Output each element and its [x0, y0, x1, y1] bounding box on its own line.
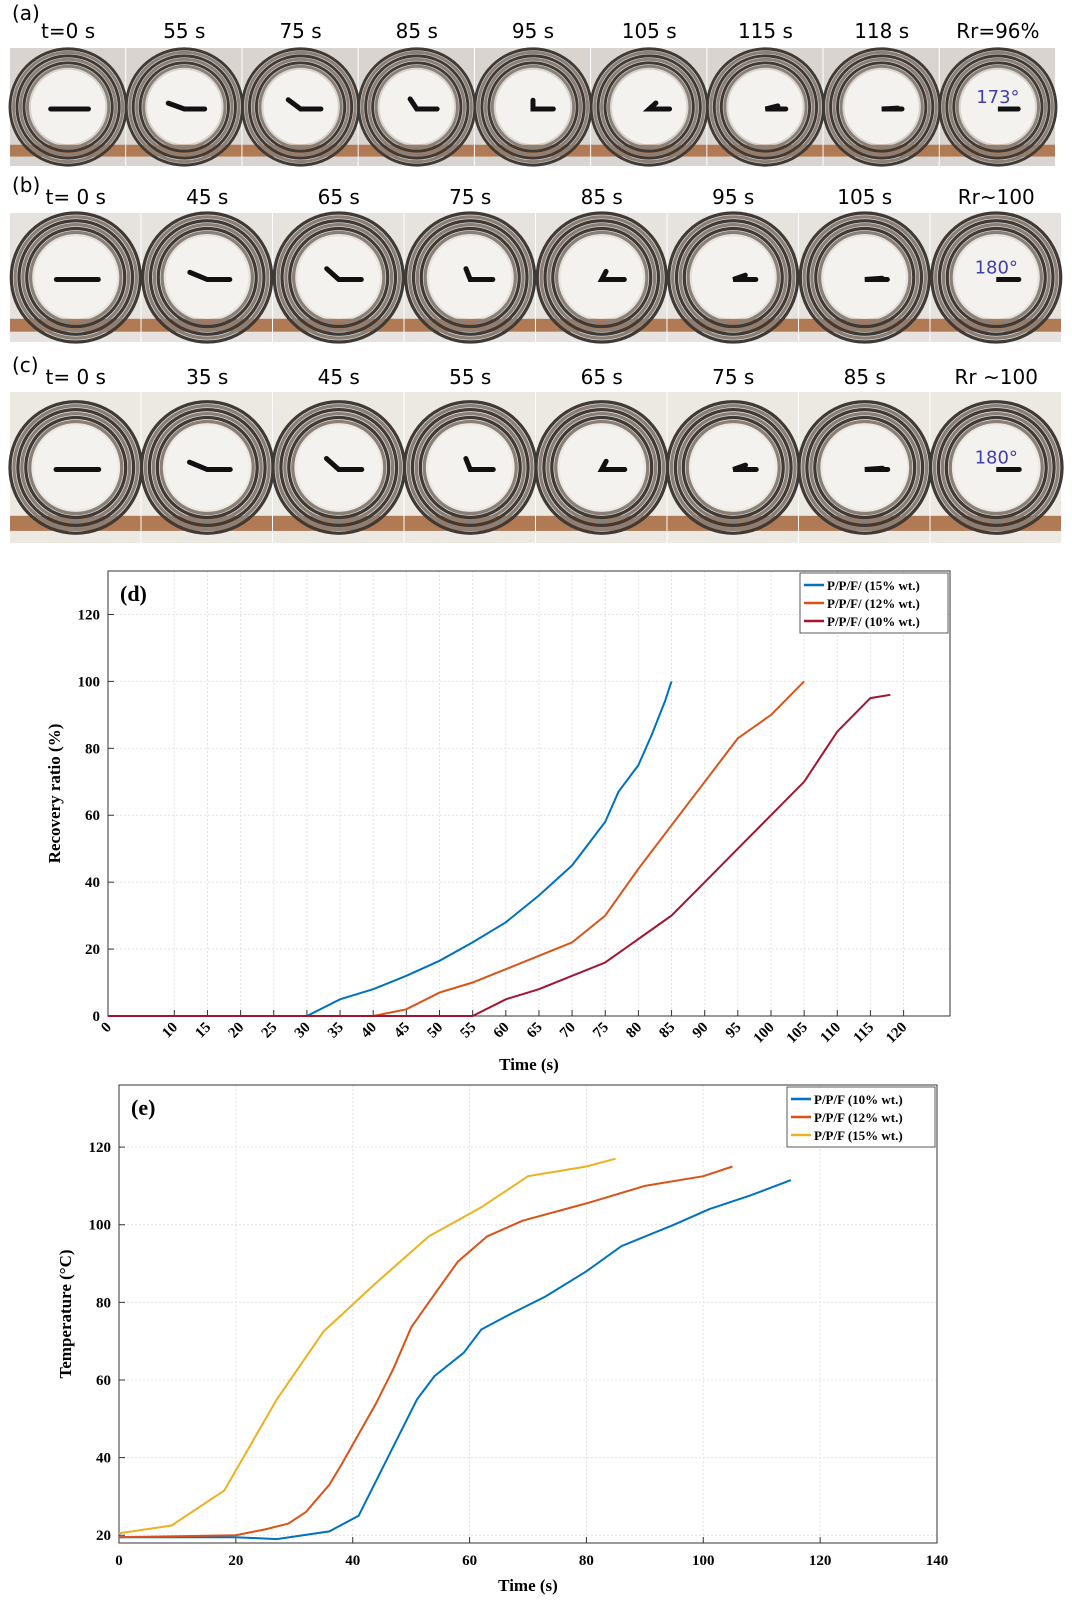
x-tick-label: 120: [809, 1553, 832, 1569]
panel-label: (c): [12, 353, 39, 377]
x-tick-label: 15: [192, 1020, 214, 1042]
data-line: [108, 681, 672, 1016]
data-line: [108, 695, 890, 1016]
panel-annotation: (d): [120, 581, 147, 606]
x-tick-label: 75: [590, 1020, 612, 1042]
time-label: 75 s: [712, 365, 754, 389]
x-tick-label: 10: [159, 1020, 181, 1042]
x-tick-label: 40: [358, 1020, 380, 1042]
figure: (a)t=0 s 55 s 75 s 85 s 95 s 105 s 115 s 118 s R…: [0, 0, 1072, 1608]
x-tick-label: 95: [723, 1020, 745, 1042]
panel-label: (a): [12, 1, 40, 25]
time-label: 45 s: [186, 185, 228, 209]
x-tick-label: 85: [656, 1020, 678, 1042]
time-label: 65 s: [318, 185, 360, 209]
x-tick-label: 55: [458, 1020, 480, 1042]
x-tick-label: 115: [851, 1020, 878, 1047]
panel-label: (b): [12, 173, 40, 197]
time-label: t=0 s: [41, 19, 95, 43]
panel-annotation: (e): [131, 1095, 155, 1120]
legend-label: P/P/F/ (10% wt.): [827, 614, 920, 629]
plot-frame: [119, 1085, 937, 1543]
page: (a)t=0 s 55 s 75 s 85 s 95 s 105 s 115 s 118 s R…: [0, 0, 1072, 1608]
x-tick-label: 110: [817, 1020, 844, 1047]
time-label: 75 s: [279, 19, 321, 43]
x-tick-label: 25: [259, 1020, 281, 1042]
time-label: Rr=96%: [956, 19, 1039, 43]
legend-label: P/P/F (10% wt.): [814, 1092, 903, 1107]
time-label: 105 s: [622, 19, 677, 43]
time-label: 75 s: [449, 185, 491, 209]
x-axis-label: Time (s): [498, 1576, 558, 1595]
data-line: [119, 1180, 791, 1539]
y-tick-label: 80: [96, 1295, 111, 1311]
time-label: 95 s: [512, 19, 554, 43]
y-tick-label: 40: [96, 1451, 111, 1467]
y-tick-label: 100: [89, 1218, 112, 1234]
legend-label: P/P/F/ (12% wt.): [827, 596, 920, 611]
x-tick-label: 0: [115, 1553, 123, 1569]
time-label: t= 0 s: [46, 365, 106, 389]
time-label: 55 s: [163, 19, 205, 43]
angle-label: 173°: [976, 87, 1019, 108]
time-label: 118 s: [854, 19, 909, 43]
y-tick-label: 20: [85, 942, 100, 958]
y-tick-label: 120: [89, 1140, 112, 1156]
x-tick-label: 120: [883, 1020, 910, 1047]
time-label: Rr ~100: [955, 365, 1038, 389]
legend-label: P/P/F (12% wt.): [814, 1110, 903, 1125]
x-tick-label: 80: [623, 1020, 645, 1042]
y-axis-label: Recovery ratio (%): [45, 724, 64, 864]
sample-strip: [865, 278, 888, 279]
angle-label: 180°: [975, 258, 1018, 279]
y-tick-label: 40: [85, 875, 100, 891]
legend-label: P/P/F/ (15% wt.): [827, 578, 920, 593]
time-label: 35 s: [186, 365, 228, 389]
x-tick-label: 100: [692, 1553, 715, 1569]
x-tick-label: 140: [926, 1553, 949, 1569]
y-axis-label: Temperature (°C): [56, 1249, 75, 1378]
x-tick-label: 100: [751, 1020, 778, 1047]
x-tick-label: 0: [98, 1020, 115, 1037]
y-tick-label: 120: [78, 607, 101, 623]
x-tick-label: 20: [226, 1020, 248, 1042]
x-tick-label: 40: [345, 1553, 360, 1569]
y-tick-label: 100: [78, 674, 101, 690]
x-tick-label: 70: [557, 1020, 579, 1042]
y-tick-label: 80: [85, 741, 100, 757]
y-tick-label: 60: [96, 1373, 111, 1389]
sample-strip: [865, 468, 888, 469]
time-label: 45 s: [318, 365, 360, 389]
time-label: 85 s: [396, 19, 438, 43]
y-tick-label: 60: [85, 808, 100, 824]
y-tick-label: 0: [93, 1009, 101, 1025]
x-tick-label: 60: [462, 1553, 477, 1569]
time-label: 95 s: [712, 185, 754, 209]
time-label: 65 s: [581, 365, 623, 389]
data-line: [108, 681, 804, 1016]
x-axis-label: Time (s): [499, 1055, 559, 1074]
time-label: 55 s: [449, 365, 491, 389]
x-tick-label: 50: [424, 1020, 446, 1042]
x-tick-label: 35: [325, 1020, 347, 1042]
y-tick-label: 20: [96, 1528, 111, 1544]
angle-label: 180°: [975, 448, 1018, 469]
x-tick-label: 65: [524, 1020, 546, 1042]
x-tick-label: 60: [491, 1020, 513, 1042]
x-tick-label: 30: [292, 1020, 314, 1042]
x-tick-label: 20: [228, 1553, 243, 1569]
time-label: 85 s: [844, 365, 886, 389]
legend-label: P/P/F (15% wt.): [814, 1128, 903, 1143]
time-label: 85 s: [581, 185, 623, 209]
time-label: Rr~100: [958, 185, 1035, 209]
x-tick-label: 90: [690, 1020, 712, 1042]
x-tick-label: 45: [391, 1020, 413, 1042]
time-label: 115 s: [738, 19, 793, 43]
data-line: [119, 1167, 733, 1538]
time-label: 105 s: [837, 185, 892, 209]
time-label: t= 0 s: [46, 185, 106, 209]
sample-strip: [882, 108, 902, 109]
x-tick-label: 80: [579, 1553, 594, 1569]
x-tick-label: 105: [784, 1020, 811, 1047]
